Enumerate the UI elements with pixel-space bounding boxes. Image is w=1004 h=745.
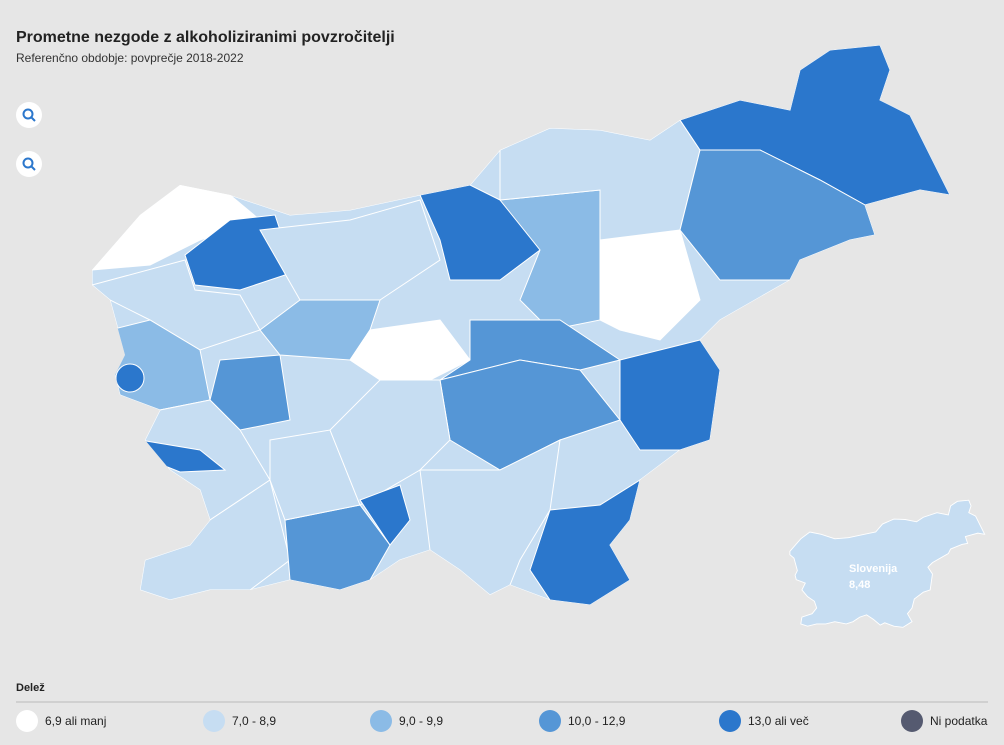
municipality <box>679 149 876 281</box>
municipality <box>139 479 291 601</box>
legend-label: 6,9 ali manj <box>45 714 106 728</box>
legend-swatch <box>901 710 923 732</box>
legend-label: 7,0 - 8,9 <box>232 714 276 728</box>
national-value: 8,48 <box>849 579 870 591</box>
legend-swatch <box>370 710 392 732</box>
legend-label: 10,0 - 12,9 <box>568 714 626 728</box>
title: Prometne nezgode z alkoholiziranimi povz… <box>16 29 395 46</box>
municipality <box>92 184 262 271</box>
subtitle: Referenčno obdobje: povprečje 2018-2022 <box>16 51 244 65</box>
zoom-out[interactable] <box>16 151 42 177</box>
legend-swatch <box>16 710 38 732</box>
legend: 6,9 ali manj 7,0 - 8,9 9,0 - 9,9 10,0 - 12,… <box>16 710 988 732</box>
municipality <box>269 429 361 521</box>
municipality <box>209 354 291 431</box>
zoom-in[interactable] <box>16 102 42 128</box>
national-name: Slovenija <box>849 563 898 575</box>
legend-swatch <box>719 710 741 732</box>
municipality <box>359 484 411 546</box>
legend-swatch <box>539 710 561 732</box>
municipality <box>419 439 561 596</box>
legend-label: 13,0 ali več <box>748 714 809 728</box>
legend-label: 9,0 - 9,9 <box>399 714 443 728</box>
municipality <box>529 478 641 605</box>
municipalities <box>92 45 950 605</box>
municipality <box>115 363 145 393</box>
legend-swatch <box>203 710 225 732</box>
legend-label: Ni podatka <box>930 714 988 728</box>
legend-title: Delež <box>16 682 45 694</box>
municipality <box>439 359 621 471</box>
municipality <box>619 339 721 451</box>
